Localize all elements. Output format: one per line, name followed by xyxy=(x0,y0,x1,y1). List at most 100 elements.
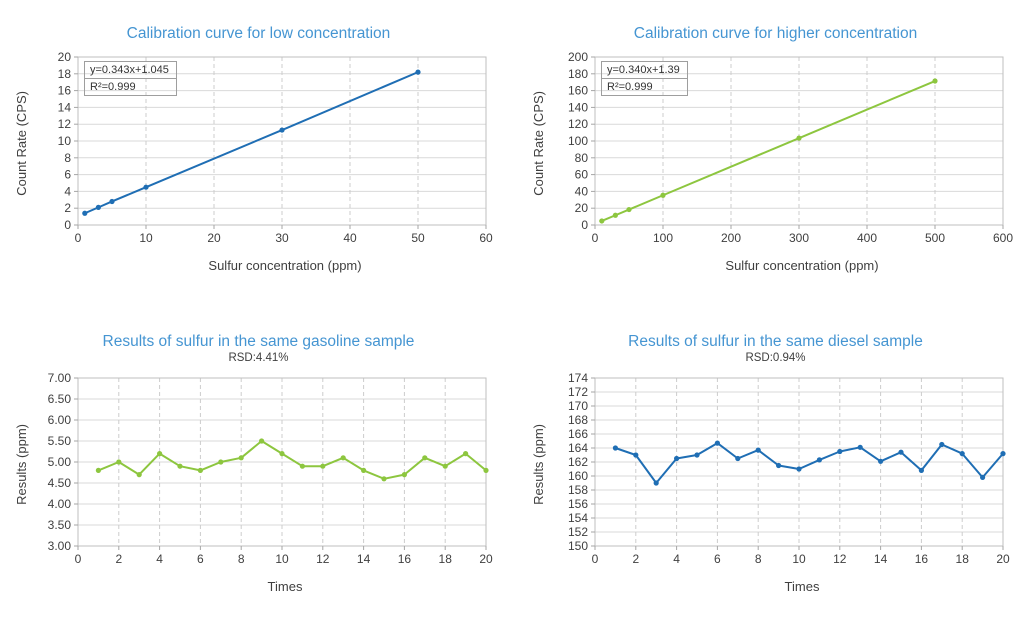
data-point xyxy=(653,480,659,486)
svg-text:600: 600 xyxy=(993,231,1013,245)
chart-calibration-low: Calibration curve for low concentration … xyxy=(0,0,517,310)
svg-text:3.50: 3.50 xyxy=(48,518,72,532)
svg-text:20: 20 xyxy=(58,51,72,64)
data-point xyxy=(918,467,924,473)
x-axis-label: Sulfur concentration (ppm) xyxy=(208,258,362,273)
data-point xyxy=(401,472,407,478)
svg-text:6.00: 6.00 xyxy=(48,413,72,427)
svg-text:4: 4 xyxy=(64,184,71,198)
data-point xyxy=(95,467,101,473)
svg-text:152: 152 xyxy=(568,525,588,539)
data-point xyxy=(218,459,224,465)
svg-text:2: 2 xyxy=(115,552,122,566)
svg-text:5.00: 5.00 xyxy=(48,455,72,469)
y-axis-label: Count Rate (CPS) xyxy=(14,91,29,196)
data-point xyxy=(796,135,802,141)
y-tick-labels: 0 2 4 6 8 10 12 14 16 18 20 xyxy=(58,50,72,232)
equation-text: y=0.340x+1.39 xyxy=(602,62,687,79)
svg-text:12: 12 xyxy=(316,552,330,566)
svg-text:200: 200 xyxy=(568,51,588,64)
data-point xyxy=(483,467,489,473)
y-axis-label: Results (ppm) xyxy=(14,424,29,505)
data-point xyxy=(422,455,428,461)
svg-text:40: 40 xyxy=(343,231,357,245)
axis-ticks xyxy=(74,377,487,550)
svg-text:150: 150 xyxy=(568,539,588,553)
data-points xyxy=(599,78,938,224)
equation-text: y=0.343x+1.045 xyxy=(85,62,176,79)
svg-text:400: 400 xyxy=(857,231,877,245)
data-line xyxy=(615,442,1004,484)
data-point xyxy=(279,127,285,133)
svg-text:40: 40 xyxy=(575,184,589,198)
data-point xyxy=(980,474,986,480)
svg-text:168: 168 xyxy=(568,413,588,427)
plot-area: 0 10 20 30 40 50 60 0 2 4 6 8 10 12 14 16 18 20 y=0.343x+… xyxy=(32,50,498,258)
svg-text:500: 500 xyxy=(925,231,945,245)
svg-text:160: 160 xyxy=(568,469,588,483)
svg-text:0: 0 xyxy=(581,218,588,232)
data-point xyxy=(857,444,863,450)
data-point xyxy=(109,198,115,205)
svg-text:18: 18 xyxy=(58,67,72,81)
data-points xyxy=(612,440,1006,486)
plot-area: 0 100 200 300 400 500 600 0 20 40 60 80 100 120 140 160… xyxy=(549,50,1015,258)
svg-text:7.00: 7.00 xyxy=(48,372,72,385)
data-point xyxy=(299,463,305,469)
svg-text:12: 12 xyxy=(833,552,847,566)
svg-text:14: 14 xyxy=(357,552,371,566)
data-point xyxy=(340,455,346,461)
data-point xyxy=(674,455,680,462)
svg-text:164: 164 xyxy=(568,441,588,455)
data-point xyxy=(959,451,965,457)
svg-text:8: 8 xyxy=(64,151,71,165)
data-point xyxy=(143,184,149,190)
svg-text:180: 180 xyxy=(568,67,588,81)
svg-text:100: 100 xyxy=(568,134,588,148)
x-tick-labels: 0 2 4 6 8 10 12 14 16 18 20 xyxy=(75,552,493,566)
svg-text:0: 0 xyxy=(592,552,599,566)
plot-row: Results (ppm) 0 2 4 6 8 10 12 14 16 18 20 3.00 3.50 4… xyxy=(14,371,517,579)
data-point xyxy=(442,463,448,469)
svg-text:0: 0 xyxy=(75,552,82,566)
svg-text:18: 18 xyxy=(439,552,453,566)
svg-text:170: 170 xyxy=(568,399,588,413)
svg-text:140: 140 xyxy=(568,100,588,114)
svg-text:2: 2 xyxy=(64,201,71,215)
chart-title: Results of sulfur in the same gasoline s… xyxy=(102,333,415,350)
r-squared-text: R²=0.999 xyxy=(90,81,136,93)
data-line xyxy=(601,80,936,222)
data-point xyxy=(238,455,244,461)
svg-text:0: 0 xyxy=(64,218,71,232)
svg-text:10: 10 xyxy=(792,552,806,566)
axis-ticks xyxy=(591,56,1004,229)
data-point xyxy=(95,204,101,210)
data-point xyxy=(279,451,285,457)
svg-text:5.50: 5.50 xyxy=(48,434,72,448)
data-point xyxy=(136,472,142,478)
svg-text:20: 20 xyxy=(479,552,493,566)
svg-text:20: 20 xyxy=(575,201,589,215)
svg-text:154: 154 xyxy=(568,511,588,525)
equation-box: y=0.340x+1.39 R²=0.999 xyxy=(601,61,688,96)
chart-subtitle-rsd: RSD:0.94% xyxy=(745,352,806,364)
x-axis-label: Times xyxy=(784,579,820,594)
data-point xyxy=(837,448,843,455)
data-point xyxy=(735,455,741,462)
svg-text:10: 10 xyxy=(275,552,289,566)
x-tick-labels: 0 10 20 30 40 50 60 xyxy=(75,231,493,245)
data-point xyxy=(1000,451,1006,457)
svg-text:4: 4 xyxy=(673,552,680,566)
data-point xyxy=(816,457,822,463)
axis-ticks xyxy=(74,56,487,229)
svg-text:6: 6 xyxy=(64,168,71,182)
svg-text:8: 8 xyxy=(238,552,245,566)
svg-text:3.00: 3.00 xyxy=(48,539,72,553)
svg-text:18: 18 xyxy=(956,552,970,566)
chart-title: Calibration curve for higher concentrati… xyxy=(633,25,918,42)
data-points xyxy=(95,438,489,482)
data-point xyxy=(694,452,700,458)
data-point xyxy=(177,463,183,469)
chart-gasoline-results: Results of sulfur in the same gasoline s… xyxy=(0,310,517,625)
